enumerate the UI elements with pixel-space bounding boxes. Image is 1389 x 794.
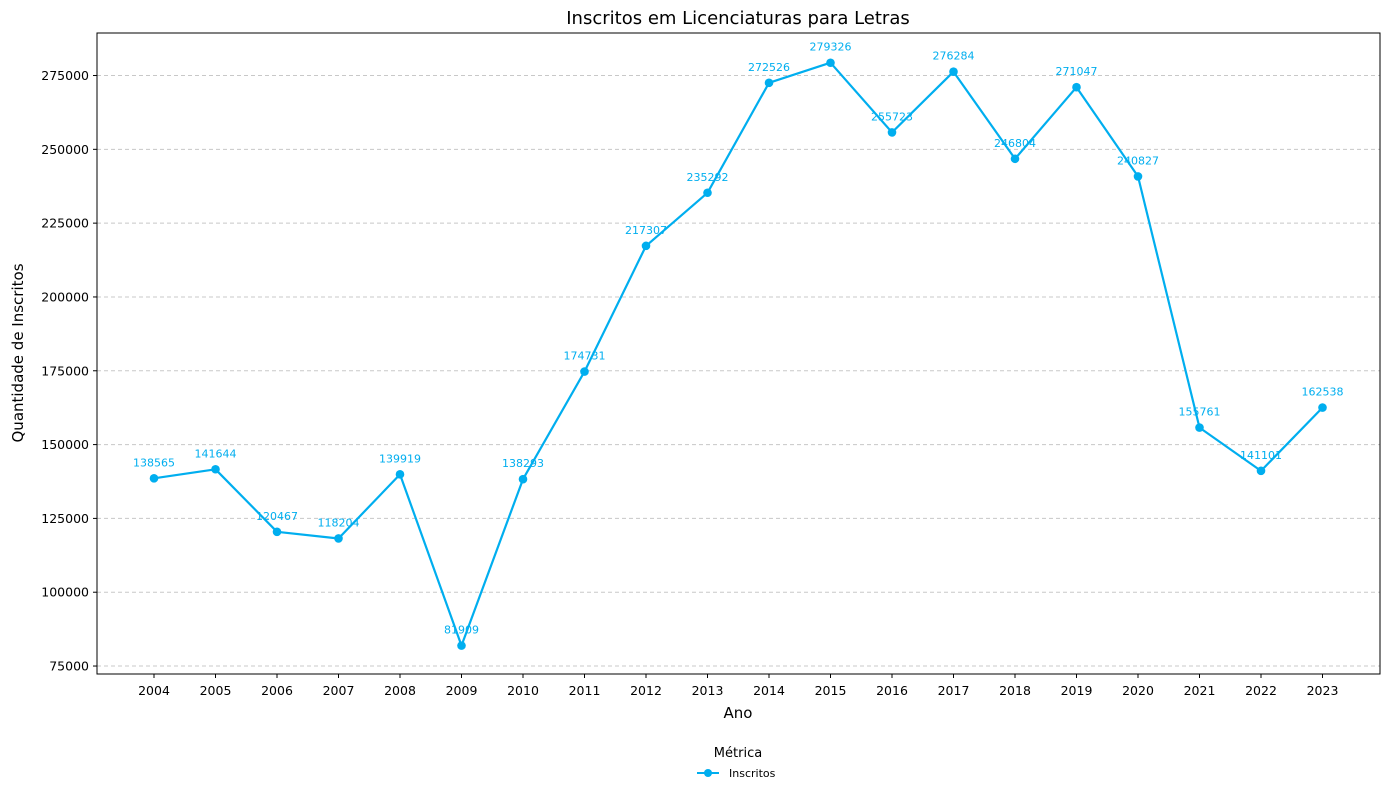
x-tick-label: 2023 <box>1307 683 1339 698</box>
x-tick-label: 2021 <box>1184 683 1216 698</box>
x-tick-label: 2008 <box>384 683 416 698</box>
data-point <box>518 474 528 484</box>
y-axis-label: Quantidade de Inscritos <box>9 263 27 442</box>
x-tick-label: 2022 <box>1245 683 1277 698</box>
data-label: 255723 <box>871 110 913 123</box>
data-point <box>334 534 343 543</box>
x-tick-label: 2004 <box>138 683 170 698</box>
data-label: 138565 <box>133 456 175 469</box>
y-axis-ticks: 75000 100000 125000 150000 175000 200000 22500… <box>41 68 97 674</box>
y-tick-label: 225000 <box>41 216 89 231</box>
x-axis-ticks: 2004 2005 2006 2007 2008 2009 2010 2011 2012 2013… <box>138 674 1338 698</box>
x-tick-label: 2014 <box>753 683 785 698</box>
y-tick-label: 75000 <box>49 659 89 674</box>
points-layer <box>149 58 1327 650</box>
gridlines <box>97 75 1380 667</box>
x-tick-label: 2011 <box>569 683 601 698</box>
data-label: 139919 <box>379 452 421 465</box>
chart-title: Inscritos em Licenciaturas para Letras <box>566 8 910 29</box>
data-point <box>149 474 159 483</box>
data-point <box>887 128 897 137</box>
data-point <box>1256 466 1266 476</box>
data-label: 235292 <box>687 171 729 184</box>
data-label: 246804 <box>994 137 1036 150</box>
data-point <box>949 67 958 77</box>
data-label: 120467 <box>256 510 298 523</box>
x-tick-label: 2015 <box>815 683 847 698</box>
data-label: 141644 <box>195 447 237 460</box>
y-tick-label: 250000 <box>41 142 89 157</box>
data-point <box>1010 154 1020 164</box>
data-point <box>457 641 466 650</box>
data-label: 217307 <box>625 224 667 237</box>
x-tick-label: 2020 <box>1122 683 1154 698</box>
legend-label: Inscritos <box>729 767 776 780</box>
data-point <box>1072 82 1081 92</box>
x-tick-label: 2018 <box>999 683 1031 698</box>
x-tick-label: 2019 <box>1061 683 1093 698</box>
x-tick-label: 2013 <box>692 683 724 698</box>
data-point <box>826 58 835 68</box>
data-point <box>395 470 405 479</box>
y-tick-label: 150000 <box>41 437 89 452</box>
data-label: 279326 <box>810 41 852 54</box>
data-label: 118204 <box>318 516 360 529</box>
data-label: 138293 <box>502 457 544 470</box>
x-tick-label: 2012 <box>630 683 662 698</box>
data-label: 81909 <box>444 624 479 637</box>
data-label: 141101 <box>1240 449 1282 462</box>
data-label: 271047 <box>1056 65 1098 78</box>
data-label: 240827 <box>1117 154 1159 167</box>
y-tick-label: 125000 <box>41 511 89 526</box>
x-tick-label: 2017 <box>938 683 970 698</box>
data-label: 276284 <box>933 50 975 63</box>
data-point <box>1133 172 1143 181</box>
y-tick-label: 100000 <box>41 585 89 600</box>
data-label: 272526 <box>748 61 790 74</box>
x-tick-label: 2005 <box>200 683 232 698</box>
data-point <box>1318 403 1327 412</box>
data-labels-layer: 138565 141644 120467 118204 139919 81909 13829… <box>133 41 1344 637</box>
data-point <box>1195 423 1204 432</box>
x-tick-label: 2009 <box>446 683 478 698</box>
y-tick-label: 200000 <box>41 289 89 304</box>
data-label: 174731 <box>564 350 606 363</box>
x-tick-label: 2007 <box>323 683 355 698</box>
y-tick-label: 175000 <box>41 363 89 378</box>
x-tick-label: 2006 <box>261 683 293 698</box>
series-line-inscritos <box>153 61 1324 647</box>
data-point <box>211 464 220 474</box>
data-point <box>580 367 589 376</box>
x-tick-label: 2016 <box>876 683 908 698</box>
data-label: 162538 <box>1302 386 1344 399</box>
data-point <box>764 78 774 88</box>
series-layer <box>153 61 1324 647</box>
x-tick-label: 2010 <box>507 683 539 698</box>
data-point <box>703 188 712 198</box>
legend-marker-swatch <box>704 769 712 777</box>
x-axis-label: Ano <box>724 704 753 722</box>
data-point <box>641 241 651 251</box>
legend-title: Métrica <box>714 746 762 761</box>
plot-frame <box>96 32 1381 675</box>
data-point <box>272 527 282 537</box>
legend: Métrica Inscritos <box>697 746 776 780</box>
y-tick-label: 275000 <box>41 68 89 83</box>
data-label: 155761 <box>1179 406 1221 419</box>
